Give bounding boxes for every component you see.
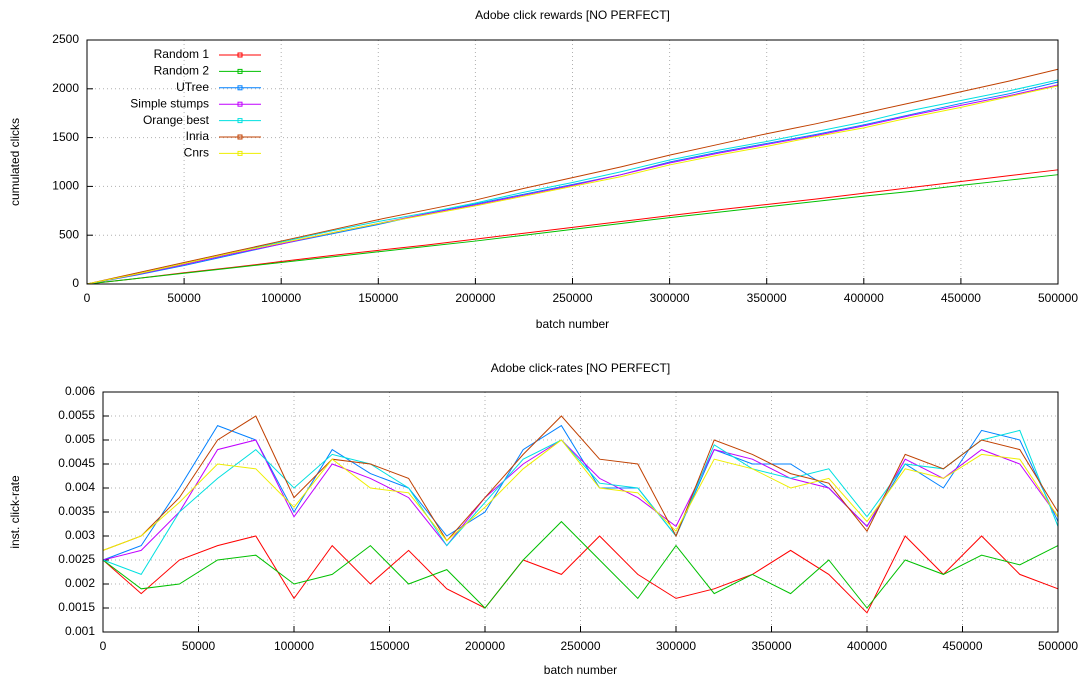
x-axis-label: batch number (536, 317, 609, 331)
series-line (86, 84, 1059, 285)
y-tick-label: 0.0055 (58, 408, 95, 422)
y-tick-label: 0.0035 (58, 504, 95, 518)
series-line (102, 520, 1059, 609)
x-axis-label: batch number (544, 663, 617, 677)
y-tick-label: 0.003 (65, 528, 95, 542)
series-line (86, 81, 1059, 285)
legend-label: Random 1 (154, 47, 210, 61)
y-tick-label: 2500 (52, 32, 79, 46)
x-tick-label: 0 (84, 291, 91, 305)
legend-marker (237, 68, 243, 74)
legend-marker (237, 150, 243, 156)
x-tick-label: 50000 (182, 639, 216, 653)
plot-frame (86, 39, 1059, 285)
y-tick-label: 0.0025 (58, 552, 95, 566)
x-tick-label: 350000 (747, 291, 787, 305)
series-line (102, 439, 1059, 561)
x-tick-label: 250000 (552, 291, 592, 305)
y-axis-label: cumulated clicks (8, 118, 22, 206)
x-tick-label: 450000 (941, 291, 981, 305)
series-line (86, 174, 1059, 285)
x-tick-label: 500000 (1038, 639, 1078, 653)
y-tick-label: 0.006 (65, 384, 95, 398)
y-tick-label: 1000 (52, 179, 79, 193)
y-tick-label: 0.001 (65, 624, 95, 638)
x-tick-label: 400000 (844, 291, 884, 305)
legend-marker (237, 101, 243, 107)
legend-marker (237, 134, 243, 140)
x-tick-label: 100000 (274, 639, 314, 653)
x-tick-label: 500000 (1038, 291, 1078, 305)
legend-label: Simple stumps (130, 96, 209, 110)
series-line (102, 415, 1059, 551)
y-tick-label: 0.005 (65, 432, 95, 446)
chart-title: Adobe click-rates [NO PERFECT] (491, 361, 670, 375)
legend-label: Cnrs (184, 146, 209, 160)
x-tick-label: 100000 (261, 291, 301, 305)
x-tick-label: 150000 (358, 291, 398, 305)
chart-panel: Adobe click-rates [NO PERFECT] batch numb… (8, 361, 1078, 677)
legend-marker (237, 118, 243, 124)
y-tick-label: 0.004 (65, 480, 95, 494)
x-tick-label: 400000 (847, 639, 887, 653)
y-axis-label: inst. click-rate (8, 475, 22, 549)
y-tick-label: 0.0015 (58, 600, 95, 614)
legend-label: Random 2 (154, 64, 210, 78)
legend-marker (237, 52, 243, 58)
y-tick-label: 0 (72, 276, 79, 290)
series-line (86, 85, 1059, 285)
chart-panel: Adobe click rewards [NO PERFECT] batch nu… (8, 8, 1078, 331)
y-tick-label: 1500 (52, 130, 79, 144)
x-tick-label: 50000 (167, 291, 201, 305)
y-tick-label: 500 (59, 227, 79, 241)
x-tick-label: 150000 (369, 639, 409, 653)
x-tick-label: 200000 (465, 639, 505, 653)
x-tick-label: 0 (100, 639, 107, 653)
x-tick-label: 450000 (942, 639, 982, 653)
plot-frame (102, 391, 1059, 633)
series-line (102, 535, 1059, 614)
legend-label: Orange best (143, 113, 210, 127)
legend-label: UTree (176, 80, 209, 94)
chart-title: Adobe click rewards [NO PERFECT] (475, 8, 670, 22)
series-line (86, 68, 1059, 285)
series-line (102, 429, 1059, 576)
y-tick-label: 0.002 (65, 576, 95, 590)
x-tick-label: 200000 (455, 291, 495, 305)
legend-marker (237, 85, 243, 91)
legend-label: Inria (186, 129, 210, 143)
x-tick-label: 300000 (650, 291, 690, 305)
series-line (86, 169, 1059, 285)
series-line (102, 439, 1059, 551)
x-tick-label: 250000 (560, 639, 600, 653)
x-tick-label: 350000 (751, 639, 791, 653)
x-tick-label: 300000 (656, 639, 696, 653)
y-tick-label: 2000 (52, 81, 79, 95)
y-tick-label: 0.0045 (58, 456, 95, 470)
